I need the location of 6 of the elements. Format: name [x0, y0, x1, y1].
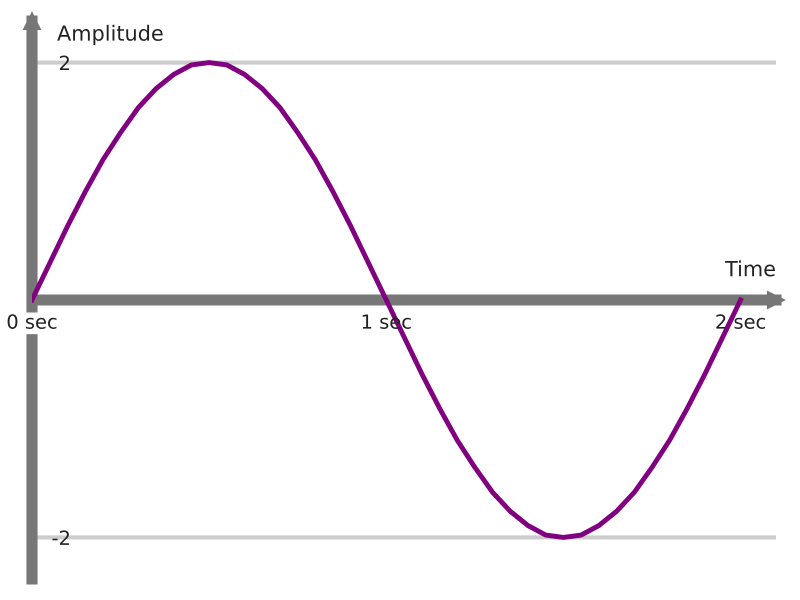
x-tick-label: 0 sec [8, 314, 56, 329]
y-axis-title: Amplitude [57, 24, 163, 45]
y-tick-label: -2 [52, 530, 69, 545]
x-axis-title: Time [724, 260, 775, 277]
y-tick-label: 2 [60, 56, 69, 70]
x-tick-label: 2 sec [716, 314, 766, 329]
